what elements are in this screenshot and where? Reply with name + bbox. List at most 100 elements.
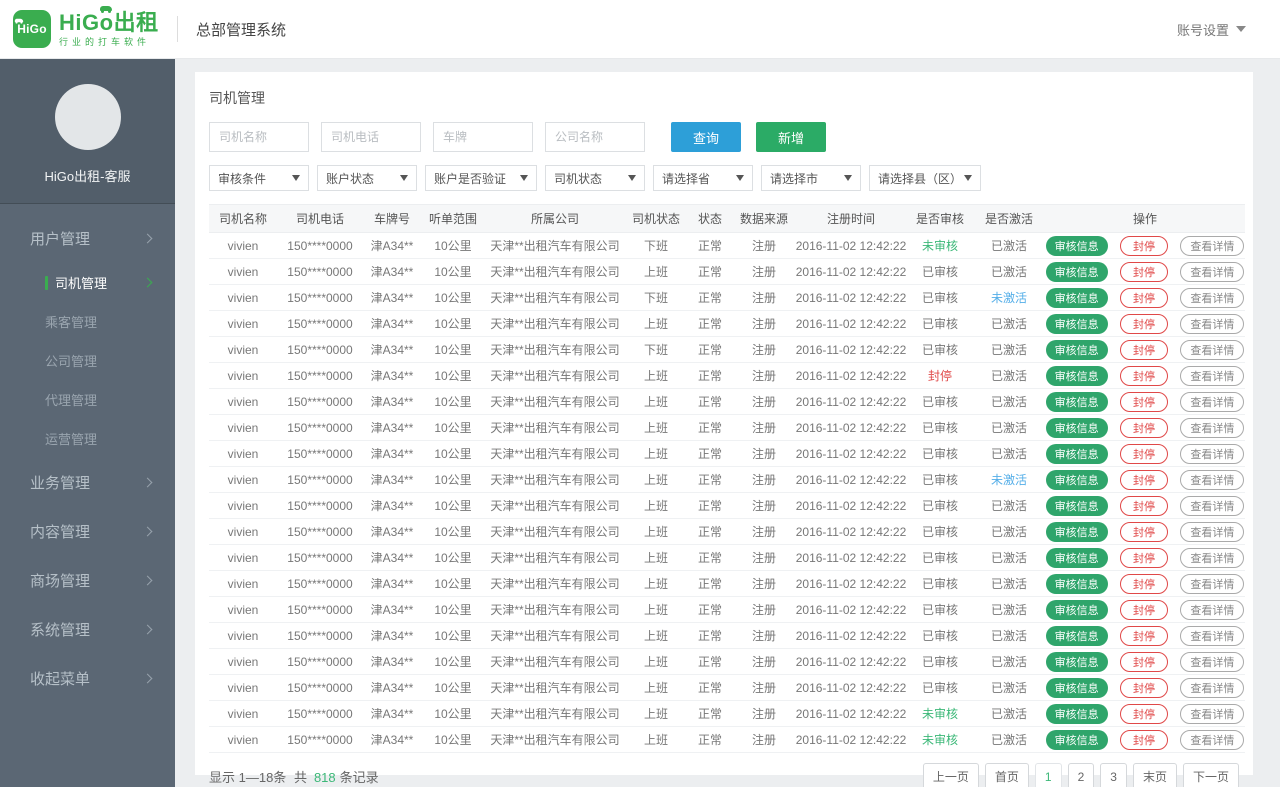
view-detail-button[interactable]: 查看详情 (1180, 625, 1245, 646)
audit-info-button[interactable]: 审核信息 (1045, 651, 1108, 672)
view-detail-button[interactable]: 查看详情 (1180, 313, 1245, 334)
ban-button[interactable]: 封停 (1120, 391, 1168, 412)
view-detail-button[interactable]: 查看详情 (1180, 443, 1245, 464)
add-button[interactable]: 新增 (756, 122, 826, 152)
view-detail-button[interactable]: 查看详情 (1180, 339, 1245, 360)
view-detail-button[interactable]: 查看详情 (1180, 703, 1245, 724)
sidebar-item-user-management[interactable]: 用户管理 (0, 214, 175, 263)
driver-status-cell: 上班 (625, 310, 687, 337)
ban-button[interactable]: 封停 (1120, 469, 1168, 490)
view-detail-button[interactable]: 查看详情 (1180, 573, 1245, 594)
ban-button[interactable]: 封停 (1120, 443, 1168, 464)
account-status-select[interactable]: 账户状态 (317, 165, 417, 191)
ban-button[interactable]: 封停 (1120, 313, 1168, 334)
view-detail-button[interactable]: 查看详情 (1180, 651, 1245, 672)
page-button-2[interactable]: 2 (1067, 763, 1095, 787)
account-settings-menu[interactable]: 账号设置 (1177, 20, 1246, 39)
driver-name-input[interactable] (209, 122, 309, 152)
ban-button[interactable]: 封停 (1120, 287, 1168, 308)
audit-info-button[interactable]: 审核信息 (1045, 677, 1108, 698)
audit-info-button[interactable]: 审核信息 (1045, 287, 1108, 308)
audit-info-button[interactable]: 审核信息 (1045, 313, 1108, 334)
query-button[interactable]: 查询 (671, 122, 741, 152)
plate-input[interactable] (433, 122, 533, 152)
view-detail-button[interactable]: 查看详情 (1180, 521, 1245, 542)
view-detail-button[interactable]: 查看详情 (1180, 261, 1245, 282)
ban-button[interactable]: 封停 (1120, 261, 1168, 282)
audit-condition-select[interactable]: 审核条件 (209, 165, 309, 191)
sidebar-item-passenger-management[interactable]: 乘客管理 (45, 315, 98, 330)
audit-info-button[interactable]: 审核信息 (1045, 599, 1108, 620)
province-select[interactable]: 请选择省 (653, 165, 753, 191)
ban-button[interactable]: 封停 (1120, 651, 1168, 672)
sidebar-item-agent-management[interactable]: 代理管理 (45, 393, 98, 408)
page-button-1[interactable]: 1 (1034, 763, 1062, 787)
driver-status-cell: 上班 (625, 570, 687, 597)
company-cell: 天津**出租汽车有限公司 (485, 388, 625, 415)
ban-button[interactable]: 封停 (1120, 235, 1168, 256)
audit-info-button[interactable]: 审核信息 (1045, 703, 1108, 724)
account-verified-select[interactable]: 账户是否验证 (425, 165, 537, 191)
ban-button[interactable]: 封停 (1120, 599, 1168, 620)
active-status-cell: 已激活 (973, 700, 1045, 727)
view-detail-button[interactable]: 查看详情 (1180, 677, 1245, 698)
ban-button[interactable]: 封停 (1120, 677, 1168, 698)
next-page-button[interactable]: 下一页 (1182, 763, 1239, 787)
col-driver-status: 司机状态 (625, 204, 687, 233)
view-detail-button[interactable]: 查看详情 (1180, 599, 1245, 620)
audit-info-button[interactable]: 审核信息 (1045, 261, 1108, 282)
district-select[interactable]: 请选择县（区） (869, 165, 981, 191)
sidebar-item-operation-management[interactable]: 运营管理 (45, 432, 98, 447)
driver-status-select[interactable]: 司机状态 (545, 165, 645, 191)
audit-info-button[interactable]: 审核信息 (1045, 521, 1108, 542)
company-name-input[interactable] (545, 122, 645, 152)
order-range-cell: 10公里 (421, 310, 485, 337)
audit-info-button[interactable]: 审核信息 (1045, 443, 1108, 464)
sidebar-item-business-management[interactable]: 业务管理 (0, 458, 175, 507)
view-detail-button[interactable]: 查看详情 (1180, 469, 1245, 490)
ban-button[interactable]: 封停 (1120, 625, 1168, 646)
audit-info-button[interactable]: 审核信息 (1045, 235, 1108, 256)
driver-phone-input[interactable] (321, 122, 421, 152)
ban-button[interactable]: 封停 (1120, 573, 1168, 594)
ban-button[interactable]: 封停 (1120, 703, 1168, 724)
sidebar-item-system-management[interactable]: 系统管理 (0, 605, 175, 654)
audit-info-button[interactable]: 审核信息 (1045, 417, 1108, 438)
view-detail-button[interactable]: 查看详情 (1180, 729, 1245, 750)
sidebar-item-company-management[interactable]: 公司管理 (45, 354, 98, 369)
audit-info-button[interactable]: 审核信息 (1045, 573, 1108, 594)
ban-button[interactable]: 封停 (1120, 729, 1168, 750)
view-detail-button[interactable]: 查看详情 (1180, 365, 1245, 386)
view-detail-button[interactable]: 查看详情 (1180, 287, 1245, 308)
view-detail-button[interactable]: 查看详情 (1180, 391, 1245, 412)
audit-info-button[interactable]: 审核信息 (1045, 729, 1108, 750)
first-page-button[interactable]: 首页 (984, 763, 1029, 787)
audit-info-button[interactable]: 审核信息 (1045, 365, 1108, 386)
page-button-3[interactable]: 3 (1100, 763, 1127, 787)
active-status-cell: 未激活 (973, 284, 1045, 311)
last-page-button[interactable]: 末页 (1132, 763, 1177, 787)
audit-info-button[interactable]: 审核信息 (1045, 547, 1108, 568)
audit-info-button[interactable]: 审核信息 (1045, 339, 1108, 360)
audit-info-button[interactable]: 审核信息 (1045, 469, 1108, 490)
prev-page-button[interactable]: 上一页 (922, 763, 979, 787)
view-detail-button[interactable]: 查看详情 (1180, 495, 1245, 516)
sidebar-item-content-management[interactable]: 内容管理 (0, 507, 175, 556)
audit-info-button[interactable]: 审核信息 (1045, 625, 1108, 646)
ban-button[interactable]: 封停 (1120, 521, 1168, 542)
audit-info-button[interactable]: 审核信息 (1045, 495, 1108, 516)
view-detail-button[interactable]: 查看详情 (1180, 417, 1245, 438)
audit-info-button[interactable]: 审核信息 (1045, 391, 1108, 412)
view-detail-button[interactable]: 查看详情 (1180, 235, 1245, 256)
sidebar-item-driver-management[interactable]: 司机管理 (0, 263, 175, 302)
ban-button[interactable]: 封停 (1120, 365, 1168, 386)
sidebar-item-collapse-menu[interactable]: 收起菜单 (0, 654, 175, 703)
city-select[interactable]: 请选择市 (761, 165, 861, 191)
ban-button[interactable]: 封停 (1120, 495, 1168, 516)
active-status-cell: 已激活 (973, 310, 1045, 337)
sidebar-item-mall-management[interactable]: 商场管理 (0, 556, 175, 605)
view-detail-button[interactable]: 查看详情 (1180, 547, 1245, 568)
ban-button[interactable]: 封停 (1120, 417, 1168, 438)
ban-button[interactable]: 封停 (1120, 339, 1168, 360)
ban-button[interactable]: 封停 (1120, 547, 1168, 568)
